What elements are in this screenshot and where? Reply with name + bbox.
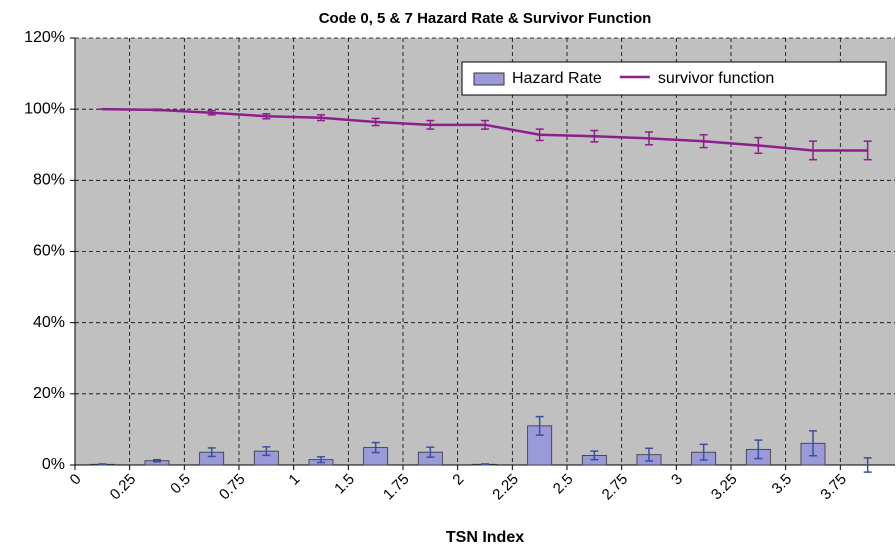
legend-label: survivor function — [658, 70, 775, 87]
error-bar — [699, 443, 708, 461]
y-tick-label: 40% — [33, 314, 65, 331]
x-tick-label: 2.5 — [550, 471, 577, 498]
error-bar — [262, 113, 271, 120]
error-bar — [863, 457, 872, 473]
error-bar — [590, 129, 599, 143]
x-tick-label: 3.25 — [708, 471, 741, 504]
error-bar — [371, 441, 380, 454]
legend-swatch — [473, 72, 505, 86]
x-tick-label: 2.75 — [599, 471, 632, 504]
y-tick-label: 60% — [33, 243, 65, 260]
chart-title: Code 0, 5 & 7 Hazard Rate & Survivor Fun… — [319, 10, 652, 27]
x-tick-label: 0.75 — [216, 471, 249, 504]
error-bar — [809, 140, 817, 161]
x-tick-label: 3.5 — [769, 471, 796, 498]
y-tick-label: 100% — [24, 100, 65, 117]
error-bar — [481, 119, 489, 130]
error-bar — [590, 450, 599, 461]
x-tick-label: 2.25 — [489, 471, 522, 504]
x-tick-label: 3 — [668, 471, 686, 489]
error-bar — [262, 446, 271, 457]
error-bar — [317, 456, 325, 464]
error-bar — [371, 117, 380, 127]
error-bar — [207, 109, 216, 116]
error-bar — [426, 446, 435, 458]
error-bar — [317, 114, 325, 122]
error-bar — [645, 131, 653, 146]
error-bar — [207, 447, 216, 458]
y-tick-label: 0% — [42, 456, 65, 473]
x-tick-label: 1 — [285, 471, 303, 489]
x-axis-label: TSN Index — [446, 529, 524, 546]
error-bar — [535, 415, 544, 436]
x-tick-label: 1.5 — [331, 471, 358, 498]
legend-label: Hazard Rate — [512, 70, 602, 87]
error-bar — [535, 128, 544, 142]
error-bar — [426, 119, 435, 130]
error-bar — [645, 447, 653, 462]
legend — [461, 61, 887, 96]
x-tick-label: 0.25 — [107, 471, 140, 504]
y-tick-label: 120% — [24, 29, 65, 46]
x-tick-label: 1.75 — [380, 471, 413, 504]
error-bar — [481, 463, 489, 466]
x-tick-label: 0.5 — [167, 471, 194, 498]
y-tick-label: 80% — [33, 172, 65, 189]
y-tick-label: 20% — [33, 385, 65, 402]
error-bar — [153, 108, 161, 112]
error-bar — [754, 136, 763, 155]
error-bar — [754, 439, 763, 460]
x-tick-label: 0 — [67, 471, 85, 489]
x-tick-label: 3.75 — [817, 471, 850, 504]
error-bar — [863, 140, 872, 161]
error-bar — [98, 463, 107, 466]
x-tick-label: 2 — [449, 471, 467, 489]
error-bar — [809, 430, 817, 457]
error-bar — [153, 458, 161, 463]
error-bar — [699, 134, 708, 149]
